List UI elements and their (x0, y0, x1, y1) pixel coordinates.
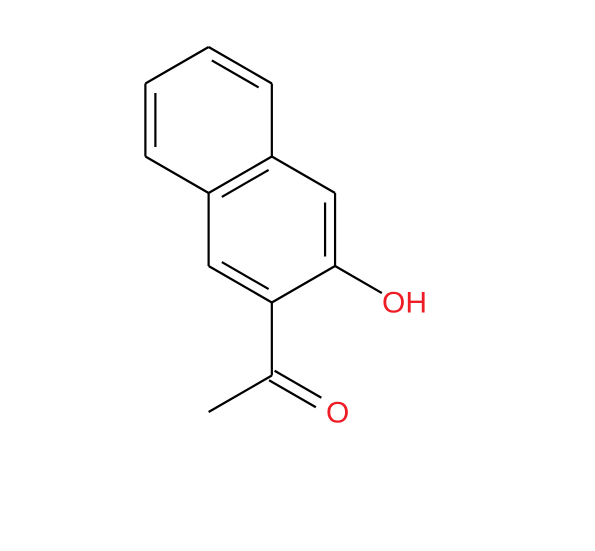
ketone-oxygen-label: O (326, 397, 349, 430)
hydroxyl-label: OH (382, 287, 427, 320)
molecule-diagram: OH O (0, 0, 595, 551)
